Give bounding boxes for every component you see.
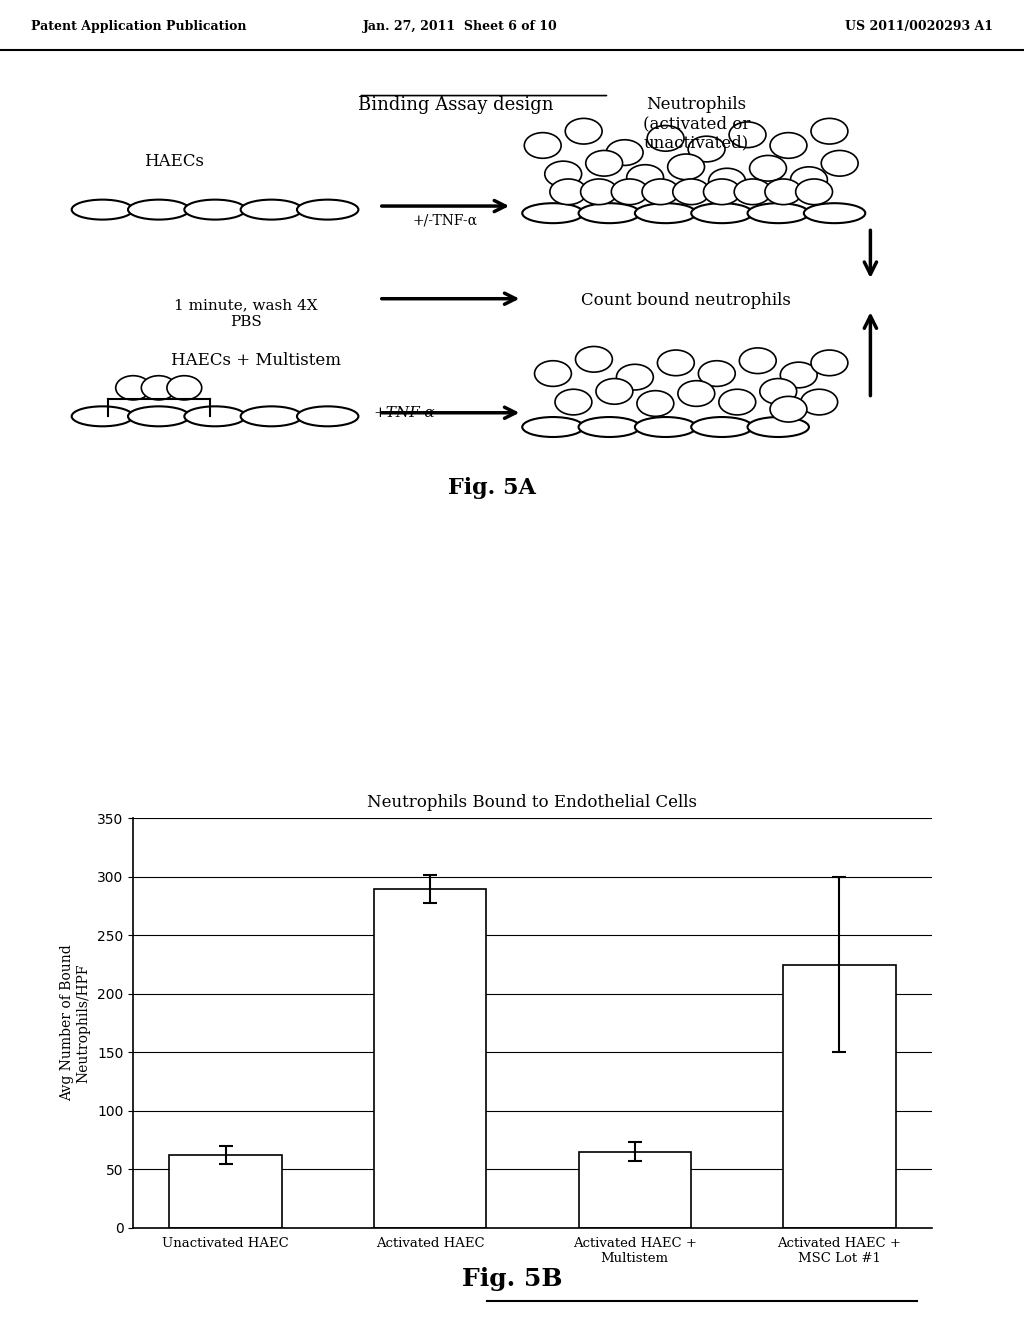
Ellipse shape (297, 199, 358, 219)
Text: 1 minute, wash 4X
PBS: 1 minute, wash 4X PBS (174, 298, 317, 329)
Ellipse shape (241, 407, 302, 426)
Circle shape (703, 180, 740, 205)
Text: Binding Assay design: Binding Assay design (358, 95, 554, 114)
Bar (169, 1155, 282, 1228)
Circle shape (627, 165, 664, 190)
Circle shape (734, 180, 771, 205)
Ellipse shape (72, 407, 133, 426)
Circle shape (596, 379, 633, 404)
Ellipse shape (72, 199, 133, 219)
Ellipse shape (184, 407, 246, 426)
Circle shape (750, 156, 786, 181)
Text: HAECs: HAECs (144, 153, 204, 169)
Y-axis label: Avg Number of Bound
Neutrophils/HPF: Avg Number of Bound Neutrophils/HPF (59, 945, 90, 1101)
Circle shape (555, 389, 592, 414)
Circle shape (642, 180, 679, 205)
Text: Count bound neutrophils: Count bound neutrophils (582, 292, 791, 309)
Circle shape (611, 180, 648, 205)
Circle shape (821, 150, 858, 176)
Ellipse shape (748, 417, 809, 437)
Text: Jan. 27, 2011  Sheet 6 of 10: Jan. 27, 2011 Sheet 6 of 10 (364, 20, 558, 33)
Circle shape (565, 119, 602, 144)
Ellipse shape (748, 203, 809, 223)
Ellipse shape (635, 417, 696, 437)
Ellipse shape (579, 203, 640, 223)
Circle shape (550, 180, 587, 205)
Circle shape (796, 180, 833, 205)
Circle shape (581, 180, 617, 205)
Ellipse shape (128, 407, 189, 426)
Circle shape (780, 362, 817, 388)
Circle shape (141, 376, 176, 400)
Ellipse shape (522, 203, 584, 223)
Circle shape (116, 376, 151, 400)
Circle shape (760, 379, 797, 404)
Text: Patent Application Publication: Patent Application Publication (31, 20, 246, 33)
Text: HAECs + Multistem: HAECs + Multistem (171, 352, 341, 370)
Circle shape (770, 396, 807, 422)
Text: Fig. 5A: Fig. 5A (447, 477, 536, 499)
Circle shape (524, 132, 561, 158)
Circle shape (637, 391, 674, 416)
Title: Neutrophils Bound to Endothelial Cells: Neutrophils Bound to Endothelial Cells (368, 795, 697, 812)
Circle shape (167, 376, 202, 400)
Circle shape (535, 360, 571, 387)
Circle shape (709, 168, 745, 194)
Circle shape (673, 180, 710, 205)
Bar (783, 965, 896, 1228)
Ellipse shape (579, 417, 640, 437)
Ellipse shape (184, 199, 246, 219)
Ellipse shape (691, 203, 753, 223)
Circle shape (811, 119, 848, 144)
Circle shape (801, 389, 838, 414)
Circle shape (616, 364, 653, 389)
Circle shape (698, 360, 735, 387)
Text: Fig. 5B: Fig. 5B (462, 1267, 562, 1291)
Circle shape (575, 346, 612, 372)
Ellipse shape (128, 199, 189, 219)
Circle shape (729, 121, 766, 148)
Circle shape (811, 350, 848, 376)
Ellipse shape (297, 407, 358, 426)
Circle shape (668, 154, 705, 180)
Circle shape (791, 166, 827, 193)
Ellipse shape (635, 203, 696, 223)
Circle shape (770, 132, 807, 158)
Ellipse shape (241, 199, 302, 219)
Circle shape (678, 380, 715, 407)
Circle shape (606, 140, 643, 165)
Circle shape (586, 150, 623, 176)
Circle shape (719, 389, 756, 414)
Circle shape (739, 348, 776, 374)
Text: +TNF-α: +TNF-α (374, 405, 435, 420)
Ellipse shape (522, 417, 584, 437)
Text: +/-TNF-α: +/-TNF-α (413, 213, 478, 227)
Ellipse shape (804, 203, 865, 223)
Circle shape (688, 136, 725, 162)
Text: Neutrophils
(activated or
unactivated): Neutrophils (activated or unactivated) (643, 95, 750, 152)
Bar (579, 1151, 691, 1228)
Text: US 2011/0020293 A1: US 2011/0020293 A1 (845, 20, 993, 33)
Circle shape (647, 125, 684, 152)
Circle shape (657, 350, 694, 376)
Ellipse shape (691, 417, 753, 437)
Bar (374, 888, 486, 1228)
Circle shape (765, 180, 802, 205)
Circle shape (545, 161, 582, 187)
